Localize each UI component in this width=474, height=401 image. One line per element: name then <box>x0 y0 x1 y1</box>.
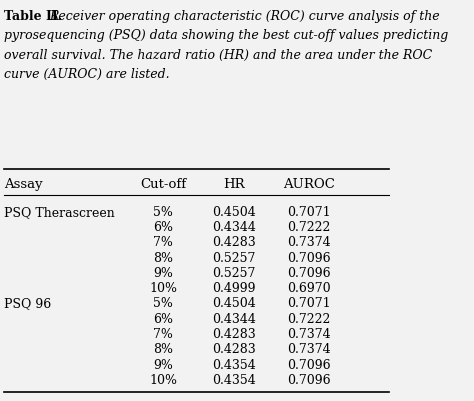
Text: 8%: 8% <box>153 251 173 264</box>
Text: PSQ Therascreen: PSQ Therascreen <box>4 205 115 218</box>
Text: HR: HR <box>223 177 245 190</box>
Text: Table II.: Table II. <box>4 10 66 23</box>
Text: 0.5257: 0.5257 <box>212 266 256 279</box>
Text: 0.4283: 0.4283 <box>212 342 256 355</box>
Text: AUROC: AUROC <box>283 177 335 190</box>
Text: 0.6970: 0.6970 <box>287 282 331 294</box>
Text: 0.7374: 0.7374 <box>287 327 331 340</box>
Text: pyrosequencing (PSQ) data showing the best cut-off values predicting: pyrosequencing (PSQ) data showing the be… <box>4 29 448 42</box>
Text: 0.7071: 0.7071 <box>287 205 331 218</box>
Text: 0.4999: 0.4999 <box>212 282 256 294</box>
Text: 0.5257: 0.5257 <box>212 251 256 264</box>
Text: 0.4354: 0.4354 <box>212 358 256 371</box>
Text: 7%: 7% <box>153 236 173 249</box>
Text: PSQ 96: PSQ 96 <box>4 297 51 310</box>
Text: 0.7071: 0.7071 <box>287 297 331 310</box>
Text: 6%: 6% <box>153 221 173 233</box>
Text: 10%: 10% <box>149 282 177 294</box>
Text: 0.4283: 0.4283 <box>212 327 256 340</box>
Text: 0.7222: 0.7222 <box>287 312 330 325</box>
Text: 0.4283: 0.4283 <box>212 236 256 249</box>
Text: curve (AUROC) are listed.: curve (AUROC) are listed. <box>4 68 170 81</box>
Text: 9%: 9% <box>153 358 173 371</box>
Text: 0.7222: 0.7222 <box>287 221 330 233</box>
Text: 0.4344: 0.4344 <box>212 221 256 233</box>
Text: 10%: 10% <box>149 373 177 386</box>
Text: Assay: Assay <box>4 177 43 190</box>
Text: 5%: 5% <box>153 205 173 218</box>
Text: 0.4504: 0.4504 <box>212 297 256 310</box>
Text: 0.7096: 0.7096 <box>287 373 331 386</box>
Text: 0.7096: 0.7096 <box>287 251 331 264</box>
Text: Cut-off: Cut-off <box>140 177 186 190</box>
Text: 8%: 8% <box>153 342 173 355</box>
Text: 5%: 5% <box>153 297 173 310</box>
Text: 0.4344: 0.4344 <box>212 312 256 325</box>
Text: overall survival. The hazard ratio (HR) and the area under the ROC: overall survival. The hazard ratio (HR) … <box>4 49 432 61</box>
Text: 0.7096: 0.7096 <box>287 266 331 279</box>
Text: 0.7374: 0.7374 <box>287 236 331 249</box>
Text: 0.7096: 0.7096 <box>287 358 331 371</box>
Text: 0.4354: 0.4354 <box>212 373 256 386</box>
Text: 0.7374: 0.7374 <box>287 342 331 355</box>
Text: 9%: 9% <box>153 266 173 279</box>
Text: Receiver operating characteristic (ROC) curve analysis of the: Receiver operating characteristic (ROC) … <box>49 10 439 23</box>
Text: 6%: 6% <box>153 312 173 325</box>
Text: 0.4504: 0.4504 <box>212 205 256 218</box>
Text: 7%: 7% <box>153 327 173 340</box>
